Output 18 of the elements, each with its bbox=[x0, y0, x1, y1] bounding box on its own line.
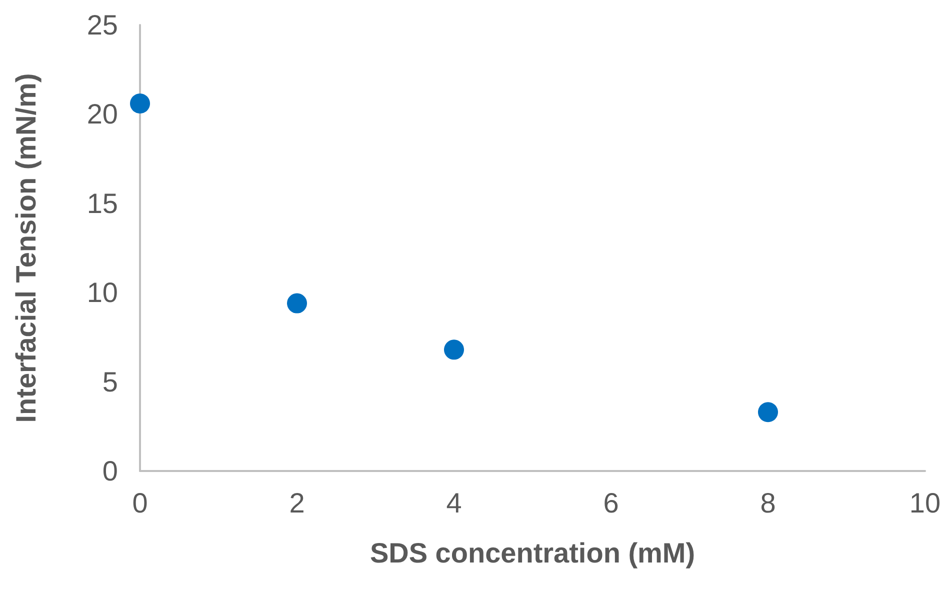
x-tick-label: 0 bbox=[132, 488, 148, 518]
y-tick-label: 0 bbox=[102, 456, 118, 486]
x-tick-label: 10 bbox=[909, 488, 941, 518]
point bbox=[758, 402, 778, 422]
point bbox=[130, 94, 150, 114]
x-tick-label: 4 bbox=[446, 488, 462, 518]
y-tick-label: 25 bbox=[86, 10, 118, 40]
point bbox=[287, 293, 307, 314]
y-axis-title: Interfacial Tension (mN/m) bbox=[10, 73, 42, 423]
x-tick-label: 8 bbox=[760, 488, 776, 518]
y-tick-label: 10 bbox=[86, 277, 118, 308]
y-tick-label: 5 bbox=[102, 366, 118, 398]
y-tick-label: 20 bbox=[86, 98, 118, 130]
x-tick-label: 2 bbox=[289, 488, 305, 518]
x-axis-title: SDS concentration (mM) bbox=[370, 538, 696, 568]
point bbox=[444, 340, 464, 360]
x-tick-label: 6 bbox=[603, 488, 619, 518]
y-tick-label: 15 bbox=[86, 188, 118, 219]
